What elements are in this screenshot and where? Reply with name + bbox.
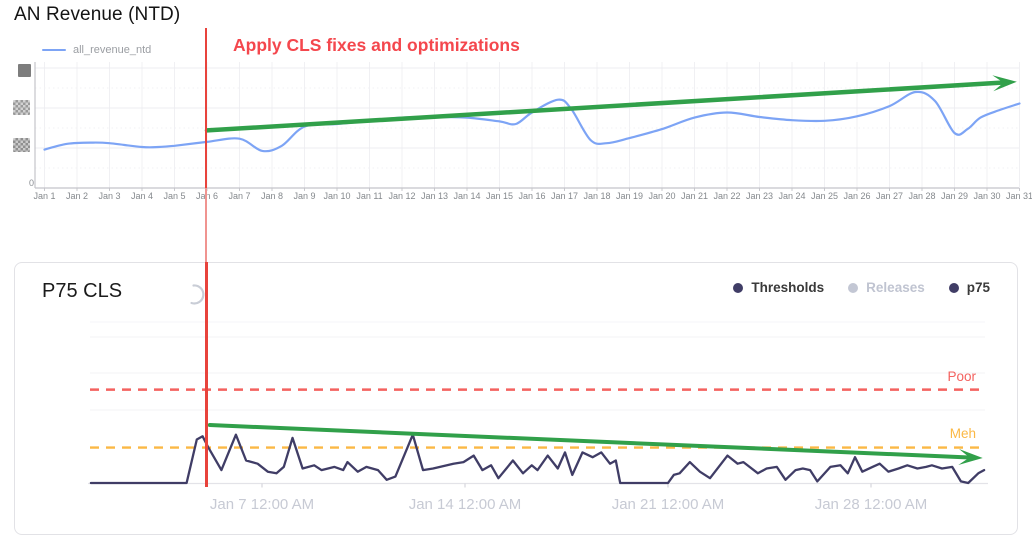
x-axis-label: Jan 14 bbox=[453, 191, 481, 201]
legend-item-p75[interactable]: p75 bbox=[948, 280, 990, 295]
p75-chart-title: P75 CLS bbox=[42, 280, 123, 302]
annotation-marker-line bbox=[205, 262, 208, 487]
x-axis-label: Jan 28 12:00 AM bbox=[814, 496, 928, 513]
p75-chart-legend: Thresholds Releases p75 bbox=[733, 280, 990, 295]
annotation-marker-line bbox=[205, 188, 207, 262]
legend-label: p75 bbox=[966, 280, 990, 295]
poor-threshold-label: Poor bbox=[947, 369, 976, 384]
x-axis-label: Jan 26 bbox=[843, 191, 871, 201]
x-axis-label: Jan 18 bbox=[583, 191, 611, 201]
x-axis-label: Jan 2 bbox=[65, 191, 89, 201]
x-axis-label: Jan 25 bbox=[810, 191, 839, 201]
p75-cls-card bbox=[14, 262, 1018, 535]
x-axis-label: Jan 17 bbox=[550, 191, 579, 201]
y-axis-zero-label: 0 bbox=[28, 178, 34, 188]
annotation-text: Apply CLS fixes and optimizations bbox=[233, 35, 520, 55]
x-axis-label: Jan 28 bbox=[908, 191, 936, 201]
x-axis-label: Jan 8 bbox=[260, 191, 284, 201]
x-axis-label: Jan 4 bbox=[130, 191, 154, 201]
x-axis-label: Jan 1 bbox=[33, 191, 56, 201]
x-axis-label: Jan 31 bbox=[1005, 191, 1032, 201]
meh-threshold-label: Meh bbox=[949, 426, 976, 441]
x-axis-label: Jan 7 bbox=[228, 191, 251, 201]
x-axis-label: Jan 21 12:00 AM bbox=[611, 496, 725, 513]
redacted-y-axis-value bbox=[13, 100, 30, 115]
x-axis-label: Jan 13 bbox=[420, 191, 449, 201]
x-axis-label: Jan 11 bbox=[356, 191, 383, 201]
x-axis-label: Jan 7 12:00 AM bbox=[209, 496, 315, 513]
x-axis-label: Jan 19 bbox=[615, 191, 644, 201]
x-axis-label: Jan 23 bbox=[745, 191, 774, 201]
x-axis-label: Jan 3 bbox=[98, 191, 121, 201]
x-axis-label: Jan 6 bbox=[195, 191, 219, 201]
x-axis-label: Jan 21 bbox=[680, 191, 709, 201]
x-axis-label: Jan 24 bbox=[778, 191, 806, 201]
loading-spinner-icon bbox=[190, 284, 205, 305]
legend-item-releases[interactable]: Releases bbox=[848, 280, 925, 295]
legend-item-thresholds[interactable]: Thresholds bbox=[733, 280, 824, 295]
x-axis-label: Jan 12 bbox=[388, 191, 416, 201]
x-axis-label: Jan 9 bbox=[293, 191, 316, 201]
x-axis-label: Jan 20 bbox=[648, 191, 676, 201]
top-legend-label: all_revenue_ntd bbox=[73, 44, 152, 56]
redacted-y-axis-value bbox=[13, 138, 30, 152]
legend-dot-icon bbox=[948, 282, 959, 293]
x-axis-label: Jan 16 bbox=[518, 191, 546, 201]
x-axis-label: Jan 30 bbox=[973, 191, 1001, 201]
x-axis-label: Jan 15 bbox=[485, 191, 514, 201]
x-axis-label: Jan 22 bbox=[713, 191, 741, 201]
x-axis-label: Jan 27 bbox=[875, 191, 904, 201]
x-axis-label: Jan 14 12:00 AM bbox=[408, 496, 522, 513]
top-chart-plot bbox=[34, 62, 1021, 191]
redacted-y-axis-value bbox=[18, 64, 31, 77]
x-axis-label: Jan 10 bbox=[323, 191, 351, 201]
annotation-marker-line bbox=[205, 28, 207, 188]
x-axis-label: Jan 29 bbox=[940, 191, 969, 201]
top-chart-title: AN Revenue (NTD) bbox=[14, 4, 181, 25]
legend-dot-icon bbox=[733, 282, 744, 293]
legend-dot-icon bbox=[848, 282, 859, 293]
x-axis-label: Jan 5 bbox=[163, 191, 186, 201]
legend-label: Thresholds bbox=[751, 280, 825, 295]
line-swatch-icon bbox=[42, 49, 66, 51]
top-chart-legend-item[interactable]: all_revenue_ntd bbox=[42, 44, 151, 56]
legend-label: Releases bbox=[866, 280, 925, 295]
